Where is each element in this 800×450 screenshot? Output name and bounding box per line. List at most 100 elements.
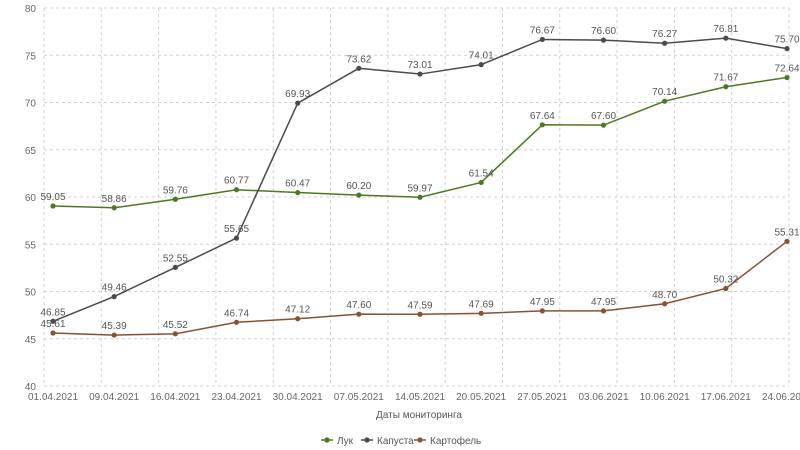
data-label: 45.39 xyxy=(102,321,127,332)
data-label: 61.54 xyxy=(469,168,494,179)
legend-item[interactable]: Капуста xyxy=(361,436,414,447)
data-point[interactable] xyxy=(539,308,545,314)
y-tick-label: 55 xyxy=(25,240,37,251)
data-point[interactable] xyxy=(50,330,56,336)
x-tick-label: 23.04.2021 xyxy=(211,392,261,403)
data-label: 72.64 xyxy=(774,64,799,75)
data-point[interactable] xyxy=(356,65,362,71)
data-point[interactable] xyxy=(111,205,117,211)
data-point[interactable] xyxy=(478,310,484,316)
data-label: 69.93 xyxy=(285,89,310,100)
data-point[interactable] xyxy=(172,264,178,271)
data-label: 47.12 xyxy=(285,305,310,316)
data-point[interactable] xyxy=(723,84,729,90)
data-label: 55.65 xyxy=(224,224,249,235)
y-tick-label: 40 xyxy=(25,382,37,393)
series-line xyxy=(52,37,788,322)
data-label: 47.95 xyxy=(530,297,555,308)
y-tick-label: 50 xyxy=(25,288,37,299)
data-label: 60.77 xyxy=(224,176,249,187)
y-tick-label: 75 xyxy=(25,51,37,62)
y-tick-label: 70 xyxy=(25,99,37,110)
data-point[interactable] xyxy=(172,331,178,337)
y-tick-label: 65 xyxy=(25,146,37,157)
data-point[interactable] xyxy=(233,187,240,193)
data-point[interactable] xyxy=(417,311,423,317)
data-label: 47.60 xyxy=(346,300,371,311)
x-tick-label: 20.05.2021 xyxy=(456,392,506,403)
data-point[interactable] xyxy=(662,40,668,46)
data-label: 59.76 xyxy=(163,185,188,196)
data-label: 76.27 xyxy=(652,29,677,40)
x-tick-label: 17.06.2021 xyxy=(701,392,751,403)
data-label: 73.01 xyxy=(407,60,432,71)
data-point[interactable] xyxy=(233,319,240,325)
data-point[interactable] xyxy=(172,196,178,202)
data-label: 59.05 xyxy=(40,192,65,203)
legend-swatch-dot xyxy=(364,437,370,443)
x-axis-ticks: 01.04.2021 09.04.2021 16.04.2021 23.04.2021… xyxy=(28,392,800,403)
data-point[interactable] xyxy=(295,316,301,322)
legend-label: Лук xyxy=(337,436,354,447)
data-point[interactable] xyxy=(600,122,607,128)
data-label: 74.01 xyxy=(469,51,494,62)
x-tick-label: 30.04.2021 xyxy=(273,392,323,403)
data-point[interactable] xyxy=(723,35,729,41)
y-tick-label: 60 xyxy=(25,193,37,204)
data-point[interactable] xyxy=(295,189,301,196)
data-label: 48.70 xyxy=(652,290,677,301)
data-point[interactable] xyxy=(111,294,117,300)
data-point[interactable] xyxy=(662,98,668,104)
data-label: 73.62 xyxy=(346,54,371,65)
data-point[interactable] xyxy=(295,100,301,106)
x-tick-label: 07.05.2021 xyxy=(334,392,384,403)
data-label: 46.74 xyxy=(224,308,249,319)
data-label: 50.32 xyxy=(713,274,738,285)
x-tick-label: 09.04.2021 xyxy=(89,392,139,403)
y-tick-label: 80 xyxy=(25,4,37,15)
data-point[interactable] xyxy=(111,332,117,338)
data-point[interactable] xyxy=(662,301,668,307)
data-label: 60.47 xyxy=(285,179,310,190)
legend-swatch-dot xyxy=(417,437,423,443)
data-point[interactable] xyxy=(356,311,362,317)
data-label: 49.46 xyxy=(102,283,127,294)
data-point[interactable] xyxy=(478,179,484,186)
data-point[interactable] xyxy=(417,71,423,77)
data-point[interactable] xyxy=(600,308,607,314)
x-tick-label: 27.05.2021 xyxy=(517,392,567,403)
data-point[interactable] xyxy=(723,285,729,292)
data-label: 76.81 xyxy=(713,24,738,35)
data-point[interactable] xyxy=(600,37,607,43)
data-label: 67.60 xyxy=(591,111,616,122)
data-label: 76.67 xyxy=(530,25,555,36)
data-label: 52.55 xyxy=(163,253,188,264)
data-label: 47.69 xyxy=(469,299,494,310)
data-label: 47.59 xyxy=(407,300,432,311)
data-point[interactable] xyxy=(50,203,56,209)
data-labels: 59.05 58.86 59.76 60.77 60.47 60.20 59.97 61.54… xyxy=(40,24,799,332)
data-label: 47.95 xyxy=(591,297,616,308)
data-point[interactable] xyxy=(539,122,545,128)
legend-item[interactable]: Картофель xyxy=(414,435,481,447)
data-point[interactable] xyxy=(356,192,362,198)
data-point[interactable] xyxy=(50,318,56,324)
data-label: 45.52 xyxy=(163,320,188,331)
legend[interactable]: Лук Капуста Картофель xyxy=(321,435,481,447)
data-point[interactable] xyxy=(478,62,484,68)
data-point[interactable] xyxy=(539,36,545,43)
x-axis-title: Даты мониторинга xyxy=(376,410,462,421)
data-point[interactable] xyxy=(417,194,423,200)
data-label: 55.31 xyxy=(774,227,799,238)
data-label: 71.67 xyxy=(713,73,738,84)
x-tick-label: 03.06.2021 xyxy=(578,392,628,403)
legend-item[interactable]: Лук xyxy=(321,436,354,447)
legend-label: Картофель xyxy=(430,435,481,447)
data-point[interactable] xyxy=(784,238,790,244)
series-group xyxy=(50,35,790,338)
data-point[interactable] xyxy=(233,235,240,241)
data-point[interactable] xyxy=(784,74,790,81)
data-point[interactable] xyxy=(784,46,790,52)
x-tick-label: 10.06.2021 xyxy=(640,392,690,403)
data-label: 76.60 xyxy=(591,26,616,37)
